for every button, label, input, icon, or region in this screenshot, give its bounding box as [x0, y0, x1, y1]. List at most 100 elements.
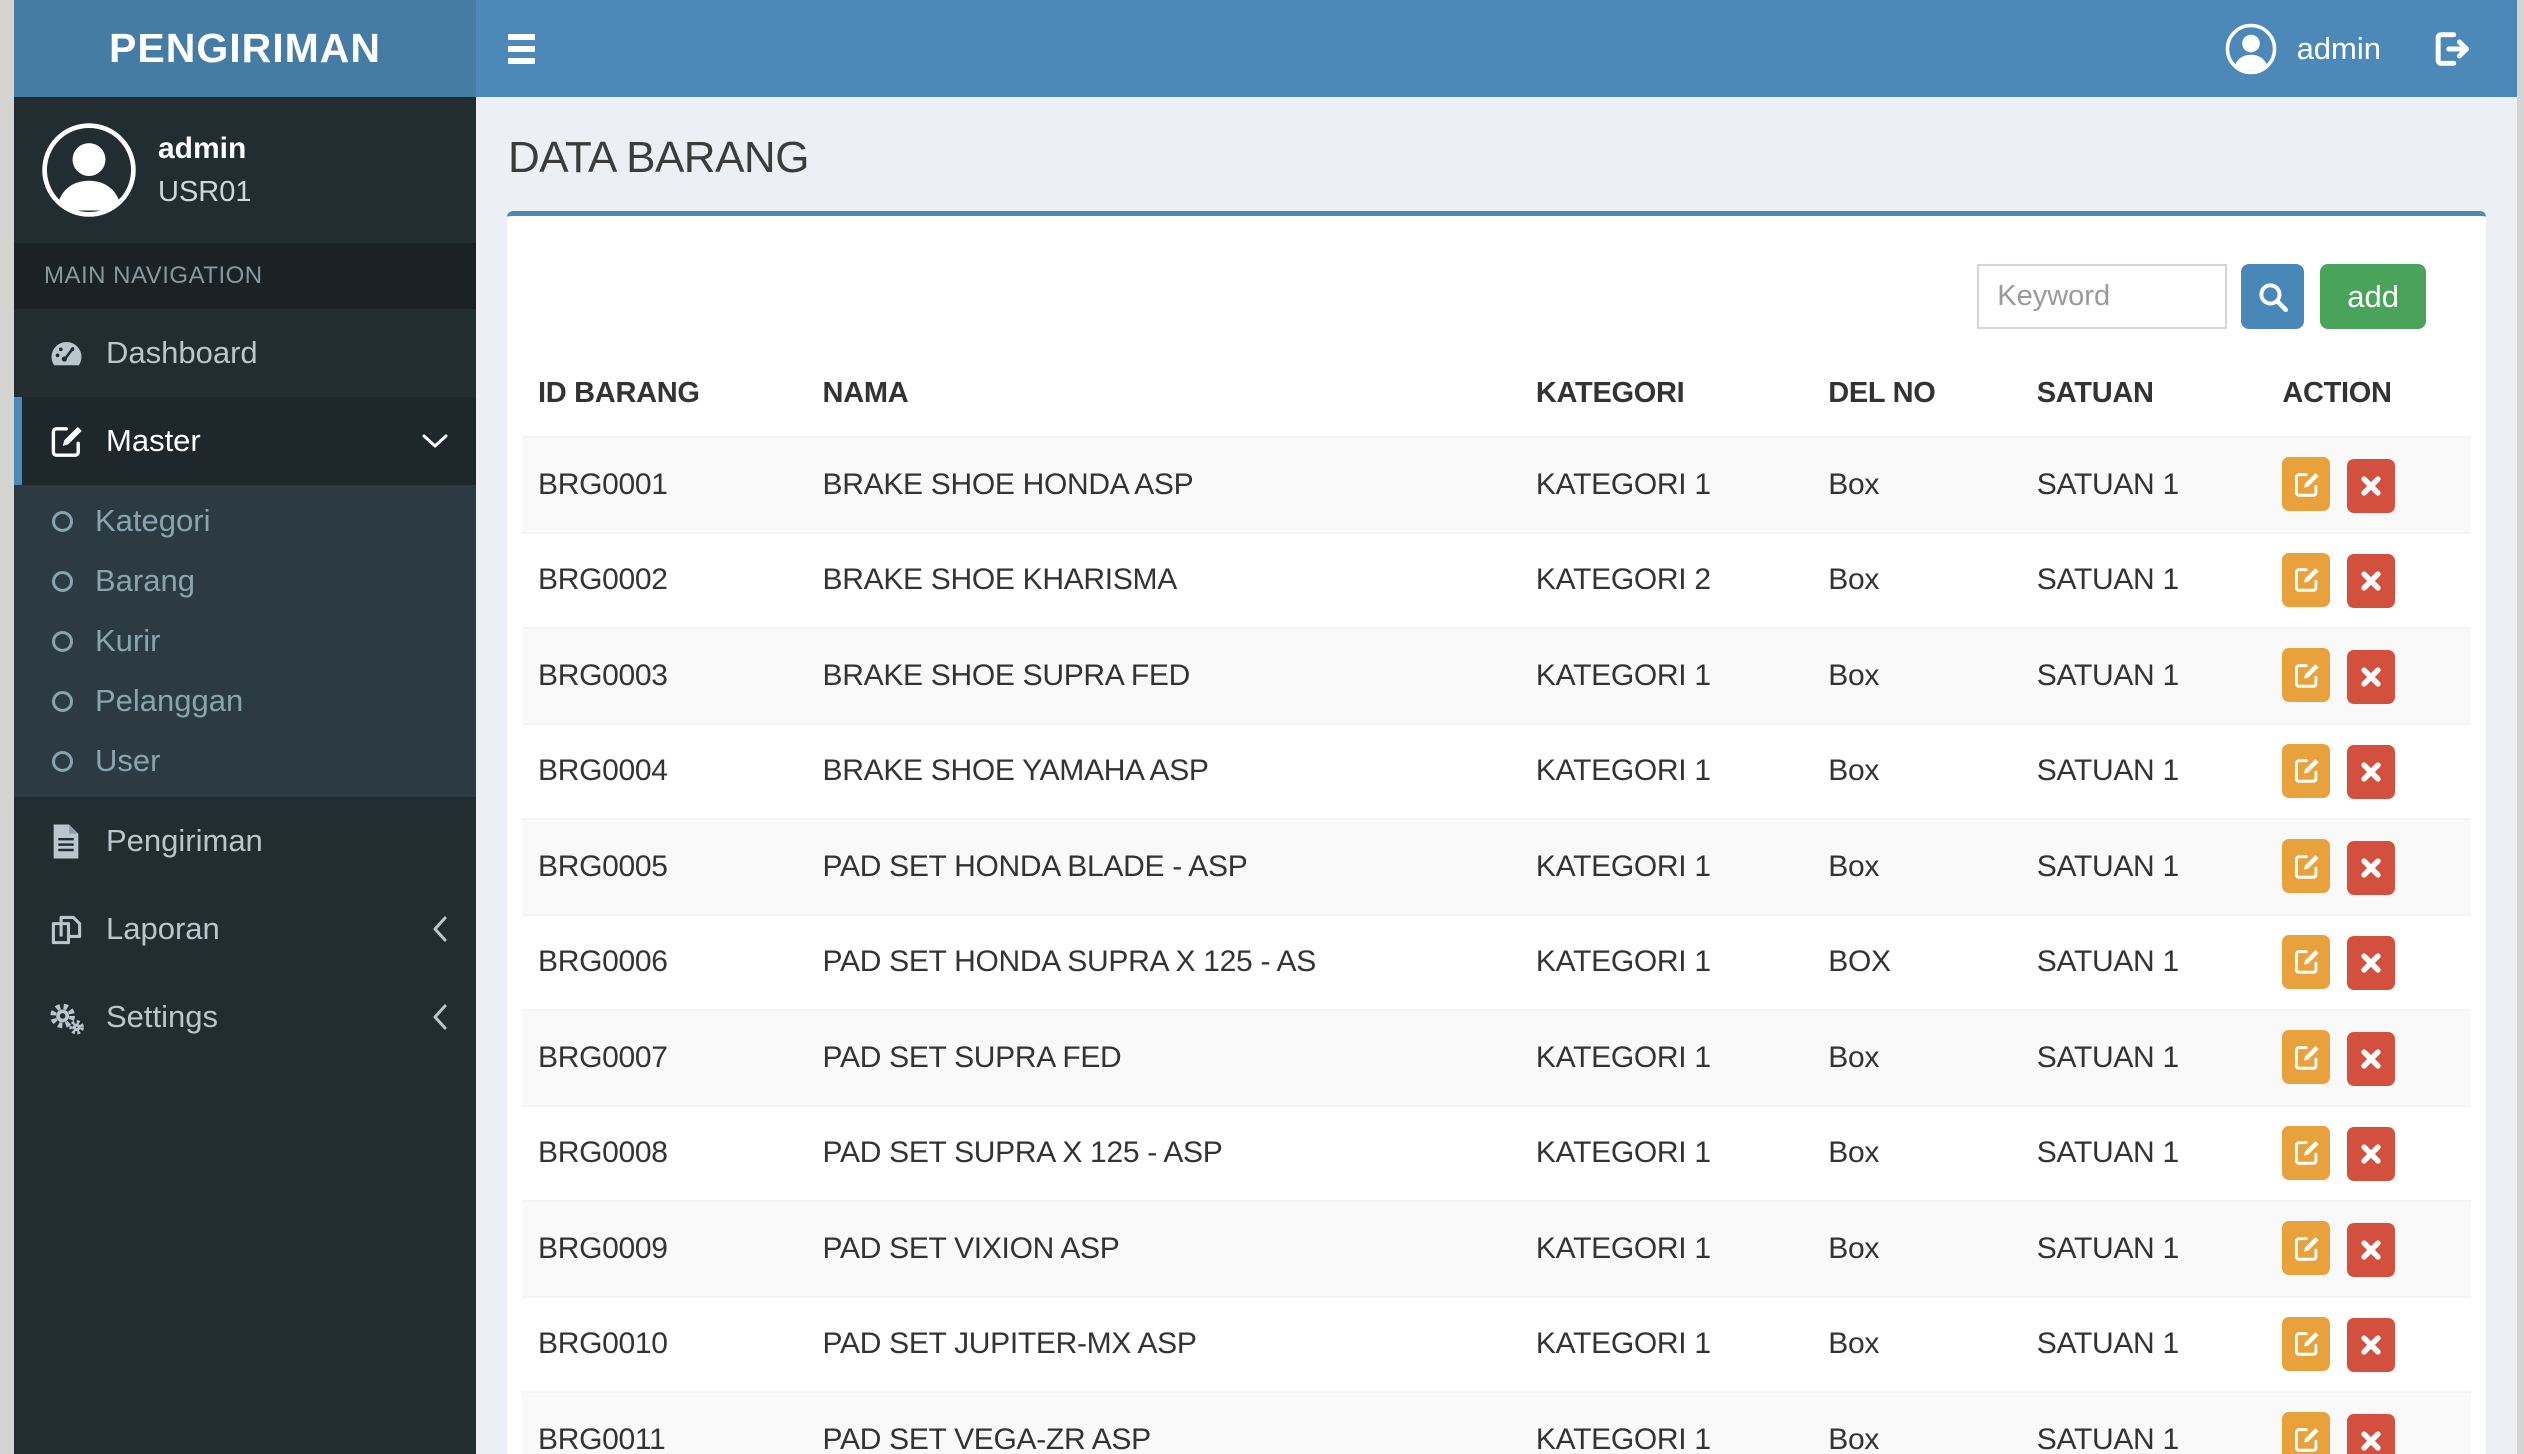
sidebar-item-dashboard[interactable]: Dashboard [14, 309, 476, 397]
sidebar-item-kurir[interactable]: Kurir [14, 611, 476, 671]
cell-id-barang: BRG0009 [522, 1200, 807, 1297]
cell-satuan: SATUAN 1 [2020, 722, 2267, 819]
edit-button[interactable] [2282, 1030, 2331, 1084]
close-x-icon [2358, 950, 2384, 976]
edit-button[interactable] [2282, 1316, 2331, 1371]
submenu-label: Kategori [95, 503, 211, 538]
add-button[interactable]: add [2320, 264, 2426, 329]
close-x-icon [2358, 1141, 2384, 1167]
search-input[interactable] [1977, 264, 2228, 329]
sidebar-item-settings[interactable]: Settings [14, 973, 476, 1061]
cell-action [2266, 1295, 2471, 1392]
delete-button[interactable] [2347, 1318, 2396, 1372]
cell-action [2266, 1391, 2471, 1454]
close-x-icon [2358, 568, 2384, 594]
cell-action [2266, 627, 2471, 724]
delete-button[interactable] [2347, 1413, 2396, 1454]
sidebar-submenu-master: Kategori Barang Kurir Pelanggan [14, 485, 476, 797]
cell-action [2266, 531, 2471, 628]
table-row: BRG0005 PAD SET HONDA BLADE - ASP KATEGO… [522, 818, 2471, 915]
pencil-square-icon [44, 423, 88, 460]
table-row: BRG0011 PAD SET VEGA-ZR ASP KATEGORI 1 B… [522, 1391, 2471, 1454]
cell-nama: PAD SET SUPRA X 125 - ASP [806, 1104, 1520, 1201]
cell-satuan: SATUAN 1 [2020, 627, 2267, 724]
edit-icon [2292, 1234, 2321, 1263]
search-button[interactable] [2241, 264, 2305, 329]
sidebar-item-pelanggan[interactable]: Pelanggan [14, 671, 476, 731]
delete-button[interactable] [2347, 554, 2396, 608]
edit-icon [2292, 565, 2321, 594]
edit-icon [2292, 661, 2321, 690]
sidebar-item-laporan[interactable]: Laporan [14, 885, 476, 973]
content-area: DATA BARANG add [476, 97, 2517, 1454]
delete-button[interactable] [2347, 1031, 2396, 1086]
cell-nama: PAD SET JUPITER-MX ASP [806, 1295, 1520, 1392]
sidebar-toggle-button[interactable] [476, 0, 566, 97]
delete-button[interactable] [2347, 1222, 2396, 1277]
cell-nama: BRAKE SHOE YAMAHA ASP [806, 722, 1520, 819]
sidebar-item-master[interactable]: Master [14, 397, 476, 485]
cell-kategori: KATEGORI 1 [1519, 1104, 1813, 1201]
hamburger-icon [507, 33, 535, 40]
edit-button[interactable] [2282, 457, 2331, 511]
submenu-label: Kurir [95, 623, 161, 658]
cell-nama: BRAKE SHOE KHARISMA [806, 531, 1520, 628]
user-menu[interactable]: admin [2217, 0, 2389, 97]
cell-del-no: Box [1812, 1391, 2021, 1454]
sidebar-item-pengiriman[interactable]: Pengiriman [14, 797, 476, 885]
table-toolbar: add [522, 216, 2471, 329]
edit-button[interactable] [2282, 839, 2331, 893]
delete-button[interactable] [2347, 649, 2396, 704]
sidebar-menu: Dashboard Master [14, 309, 476, 1061]
cell-del-no: Box [1812, 1009, 2021, 1106]
edit-button[interactable] [2282, 552, 2331, 607]
edit-button[interactable] [2282, 1412, 2331, 1454]
logout-button[interactable] [2415, 0, 2487, 97]
sidebar-item-label: Pengiriman [106, 823, 263, 858]
edit-icon [2292, 1329, 2321, 1358]
delete-button[interactable] [2347, 840, 2396, 895]
cell-nama: BRAKE SHOE HONDA ASP [806, 436, 1520, 533]
edit-icon [2292, 1043, 2321, 1072]
table-row: BRG0007 PAD SET SUPRA FED KATEGORI 1 Box… [522, 1009, 2471, 1106]
delete-button[interactable] [2347, 458, 2396, 513]
cell-del-no: Box [1812, 627, 2021, 724]
sidebar: admin USR01 MAIN NAVIGATION Dashboard [14, 97, 476, 1454]
delete-button[interactable] [2347, 745, 2396, 799]
cell-id-barang: BRG0002 [522, 531, 807, 628]
col-satuan: SATUAN [2036, 377, 2154, 409]
cell-nama: PAD SET HONDA BLADE - ASP [806, 818, 1520, 915]
chevron-down-icon [422, 433, 448, 449]
circle-o-icon [52, 630, 73, 652]
sidebar-item-kategori[interactable]: Kategori [14, 491, 476, 551]
gears-icon [44, 999, 88, 1036]
brand-logo[interactable]: PENGIRIMAN [14, 0, 476, 97]
delete-button[interactable] [2347, 936, 2396, 990]
submenu-label: User [95, 743, 161, 778]
edit-button[interactable] [2282, 1221, 2331, 1275]
cell-action [2266, 722, 2471, 819]
circle-o-icon [52, 690, 73, 712]
cell-action [2266, 1104, 2471, 1201]
edit-button[interactable] [2282, 934, 2331, 989]
cell-satuan: SATUAN 1 [2020, 436, 2267, 533]
edit-button[interactable] [2282, 648, 2331, 702]
cell-satuan: SATUAN 1 [2020, 1295, 2267, 1392]
edit-icon [2292, 1138, 2321, 1167]
delete-button[interactable] [2347, 1127, 2396, 1181]
close-x-icon [2358, 855, 2384, 881]
cell-action [2266, 1009, 2471, 1106]
col-kategori: KATEGORI [1535, 377, 1685, 409]
cell-kategori: KATEGORI 1 [1519, 1295, 1813, 1392]
edit-button[interactable] [2282, 1125, 2331, 1180]
sign-out-icon [2429, 27, 2473, 71]
close-x-icon [2358, 1046, 2384, 1072]
sidebar-section-header: MAIN NAVIGATION [14, 243, 476, 309]
close-x-icon [2358, 1332, 2384, 1358]
sidebar-item-barang[interactable]: Barang [14, 551, 476, 611]
cell-kategori: KATEGORI 1 [1519, 818, 1813, 915]
edit-button[interactable] [2282, 743, 2331, 798]
chevron-left-icon [432, 916, 448, 942]
sidebar-item-user[interactable]: User [14, 731, 476, 791]
cell-id-barang: BRG0010 [522, 1295, 807, 1392]
